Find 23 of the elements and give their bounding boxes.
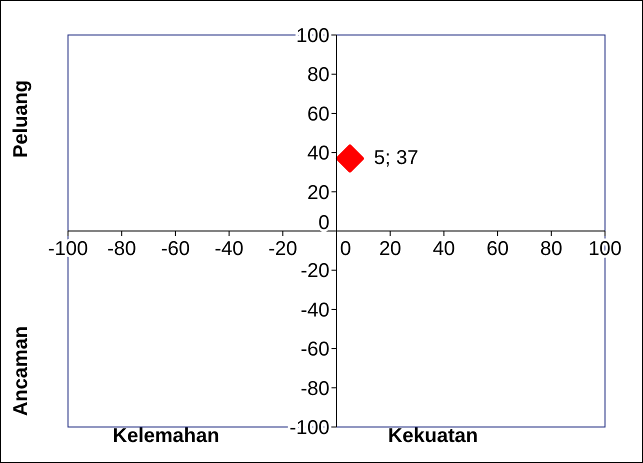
y-tick-label: 20 xyxy=(307,182,330,204)
text: Ancaman xyxy=(9,326,33,416)
x-tick-label: 0 xyxy=(340,238,352,260)
x-tick-label: -40 xyxy=(214,238,244,260)
y-tick-label: 60 xyxy=(307,103,330,126)
x-tick-label: 40 xyxy=(432,238,456,260)
annotation: Kelemahan xyxy=(112,425,220,447)
x-tick-label: 80 xyxy=(540,238,562,260)
text: Peluang xyxy=(9,80,33,158)
y-tick-label: -40 xyxy=(300,299,330,322)
y-tick-label: 80 xyxy=(307,64,330,86)
x-tick-label: -20 xyxy=(268,238,298,260)
data-label: 5; 37 xyxy=(374,146,418,169)
y-tick-label: -60 xyxy=(300,338,330,361)
x-tick-label: -80 xyxy=(107,238,136,260)
x-tick-label: -60 xyxy=(160,238,190,260)
y-tick-label: 40 xyxy=(307,142,330,165)
y-tick-label: -20 xyxy=(300,260,330,282)
y-tick-label: 0 xyxy=(318,212,330,234)
x-tick-label: 60 xyxy=(486,238,509,260)
annotation: Kekuatan xyxy=(388,425,478,447)
y-tick-label: -80 xyxy=(300,378,330,400)
x-tick-label: 20 xyxy=(379,238,402,260)
